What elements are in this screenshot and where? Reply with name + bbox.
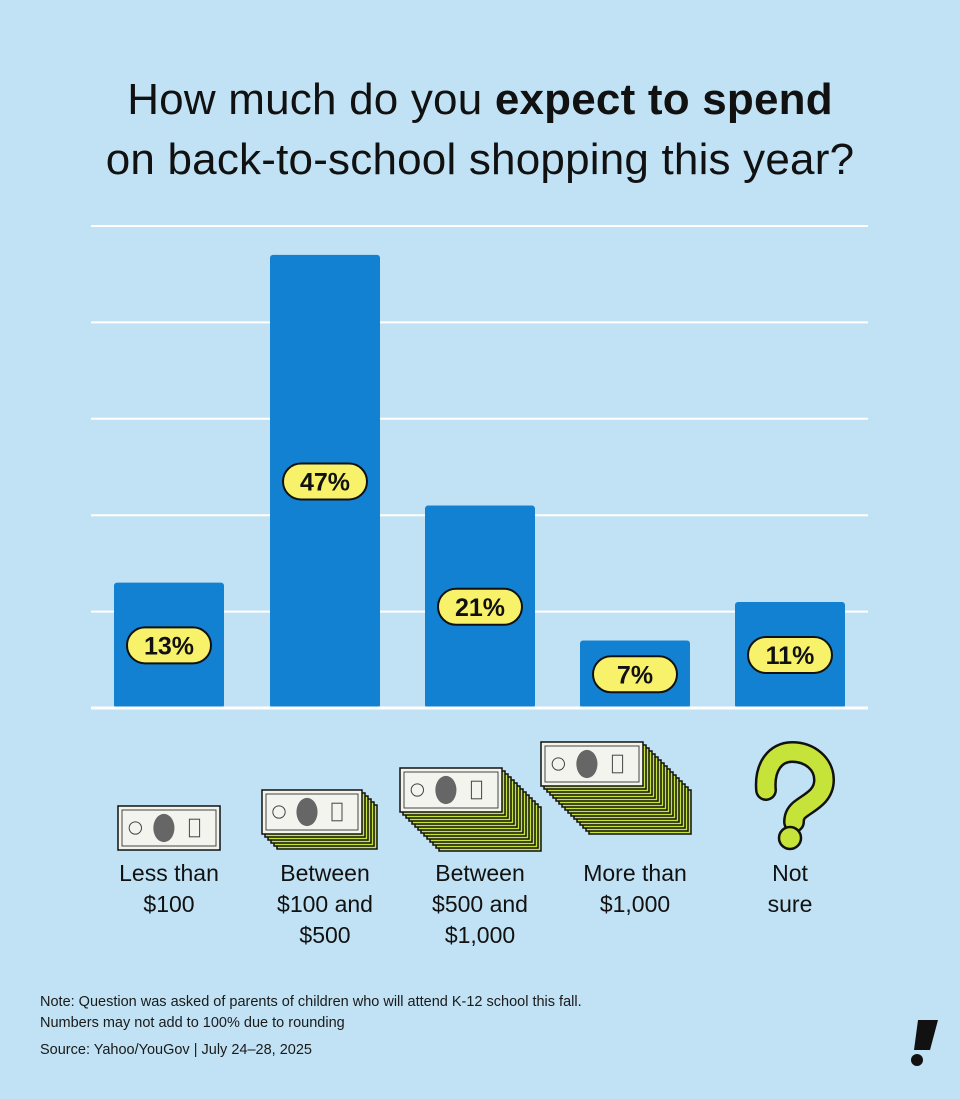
category-label: More than $1,000 xyxy=(560,858,710,920)
category-label-line: Less than xyxy=(119,860,219,886)
bill-portrait xyxy=(296,797,318,827)
category-label: Between $500 and $1,000 xyxy=(405,858,555,951)
category-label-line: sure xyxy=(767,891,813,917)
single-bill-icon xyxy=(117,805,221,851)
bill-portrait xyxy=(576,749,598,779)
category-labels: Less than $100 Between $100 and $500 Between $… xyxy=(0,858,960,968)
large-bill-stack-icon xyxy=(540,741,692,835)
category-label-line: $1,000 xyxy=(444,922,516,948)
bill-mark xyxy=(470,780,483,800)
bill xyxy=(399,767,503,813)
category-label: Less than $100 xyxy=(94,858,244,920)
bar-chart: 13% 47% 21% 7% 11% xyxy=(91,225,868,852)
medium-bill-stack-icon xyxy=(399,767,542,852)
value-badge xyxy=(437,587,523,626)
data-label: 13% xyxy=(144,632,194,660)
value-badge xyxy=(592,655,678,694)
note-line1: Note: Question was asked of parents of c… xyxy=(40,994,582,1010)
category-label-line: $1,000 xyxy=(599,891,671,917)
bill-border xyxy=(265,793,359,831)
data-label: 21% xyxy=(455,594,505,622)
data-label: 7% xyxy=(617,661,653,689)
bill-border xyxy=(121,809,217,847)
brand-logo-icon xyxy=(911,1020,938,1066)
bill-portrait xyxy=(435,775,457,805)
source-line: Source: Yahoo/YouGov | July 24–28, 2025 xyxy=(40,1042,312,1058)
value-badge xyxy=(747,635,833,674)
small-bill-stack-icon xyxy=(261,789,378,850)
question-dot xyxy=(777,825,803,851)
value-badge xyxy=(282,462,368,501)
bill-seal xyxy=(551,757,566,771)
bill xyxy=(117,805,221,851)
footnote: Note: Question was asked of parents of c… xyxy=(40,992,582,1034)
bill-mark xyxy=(611,754,624,774)
bill-mark xyxy=(188,818,201,838)
category-label: Not sure xyxy=(715,858,865,920)
category-label-line: $500 xyxy=(299,922,351,948)
data-label: 47% xyxy=(300,468,350,496)
bill-seal xyxy=(410,783,424,797)
category-label: Between $100 and $500 xyxy=(250,858,400,951)
title-part1: How much do you xyxy=(127,75,495,124)
bill-border xyxy=(544,745,640,783)
bill xyxy=(261,789,363,835)
category-label-line: Not xyxy=(772,860,808,886)
title-part2: on back-to-school shopping this year? xyxy=(105,135,855,184)
category-label-line: Between xyxy=(280,860,370,886)
bill-mark xyxy=(331,802,343,822)
category-label-line: $500 and xyxy=(432,891,528,917)
category-label-line: $100 xyxy=(143,891,195,917)
title-bold: expect to spend xyxy=(494,75,833,124)
bill-seal xyxy=(272,805,286,819)
bill-border xyxy=(403,771,499,809)
category-label-line: $100 and xyxy=(277,891,373,917)
note-line2: Numbers may not add to 100% due to round… xyxy=(40,1015,345,1031)
data-label: 11% xyxy=(766,642,815,670)
category-label-line: Between xyxy=(435,860,525,886)
value-badge xyxy=(126,626,212,665)
bill-portrait xyxy=(153,813,175,843)
bill-seal xyxy=(128,821,142,835)
question-fill xyxy=(757,743,833,831)
category-label-line: More than xyxy=(583,860,687,886)
question-mark-icon xyxy=(754,740,836,851)
chart-title: How much do you expect to spend on back-… xyxy=(0,70,960,190)
bill xyxy=(540,741,644,787)
